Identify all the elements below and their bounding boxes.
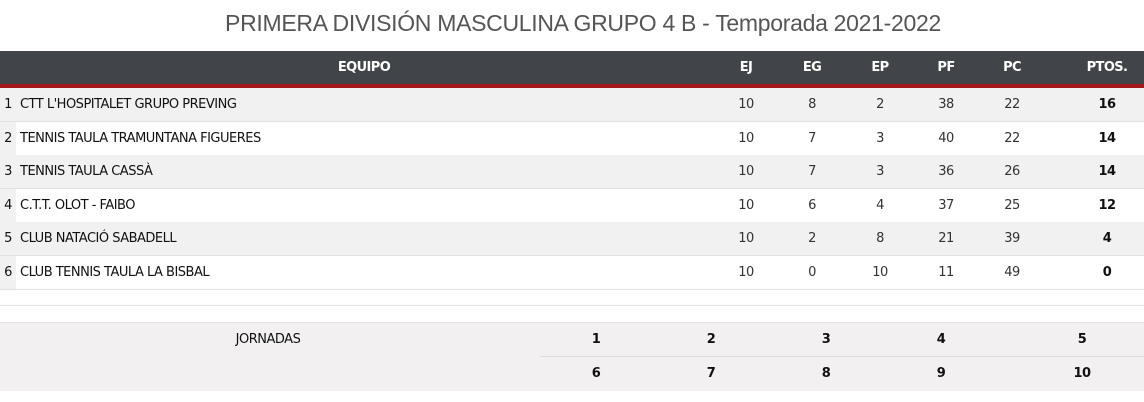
- cell-ep: 4: [876, 197, 884, 213]
- cell-ep: 2: [876, 97, 884, 112]
- team-name[interactable]: CLUB NATACIÓ SABADELL: [20, 231, 177, 247]
- jornadas-label: JORNADAS: [235, 332, 301, 347]
- header-ep: EP: [871, 60, 889, 75]
- team-name[interactable]: CLUB TENNIS TAULA LA BISBAL: [20, 265, 210, 280]
- cell-ej: 10: [738, 164, 754, 180]
- cell-ep: 3: [876, 164, 884, 180]
- cell-ep: 8: [876, 231, 884, 247]
- rank: 4: [0, 188, 16, 222]
- cell-ep: 3: [876, 130, 884, 146]
- table-row: 6 CLUB TENNIS TAULA LA BISBAL 10 0 10 11 49 0: [0, 256, 1144, 290]
- cell-ej: 10: [738, 231, 754, 247]
- cell-eg: 6: [808, 197, 816, 213]
- jornada-link[interactable]: 10: [1073, 366, 1091, 381]
- cell-pf: 11: [938, 265, 954, 280]
- cell-eg: 0: [808, 265, 816, 280]
- jornadas-section: JORNADAS 1 2 3 4 5 6 7 8 9 10: [0, 322, 1144, 391]
- table-row: 2 TENNIS TAULA TRAMUNTANA FIGUERES 10 7 3 40 2…: [0, 121, 1144, 156]
- jornada-link[interactable]: 4: [936, 332, 946, 347]
- table-row: 5 CLUB NATACIÓ SABADELL 10 2 8 21 39 4: [0, 222, 1144, 257]
- rank: 5: [0, 222, 16, 256]
- cell-ej: 10: [738, 130, 754, 146]
- cell-pts: 14: [1098, 130, 1116, 146]
- cell-eg: 2: [808, 231, 816, 247]
- cell-eg: 7: [808, 164, 816, 180]
- header-pf: PF: [937, 60, 955, 75]
- team-name[interactable]: TENNIS TAULA TRAMUNTANA FIGUERES: [20, 130, 261, 146]
- cell-pc: 39: [1004, 231, 1020, 247]
- cell-ej: 10: [738, 97, 754, 112]
- cell-pts: 4: [1102, 231, 1112, 247]
- cell-pf: 40: [938, 130, 954, 146]
- cell-ej: 10: [738, 197, 754, 213]
- rank: 1: [0, 88, 16, 121]
- jornada-link[interactable]: 9: [936, 366, 946, 381]
- team-name[interactable]: TENNIS TAULA CASSÀ: [20, 164, 153, 180]
- jornada-link[interactable]: 2: [706, 332, 716, 347]
- cell-ep: 10: [872, 265, 888, 280]
- header-pts: PTOS.: [1086, 60, 1128, 75]
- cell-pc: 25: [1004, 197, 1020, 213]
- rank: 2: [0, 121, 16, 155]
- divider: [540, 356, 1144, 357]
- cell-pts: 12: [1098, 197, 1116, 213]
- jornada-link[interactable]: 6: [591, 366, 601, 381]
- table-row: 3 TENNIS TAULA CASSÀ 10 7 3 36 26 14: [0, 155, 1144, 190]
- jornada-link[interactable]: 5: [1077, 332, 1087, 347]
- cell-pc: 26: [1004, 164, 1020, 180]
- cell-pf: 37: [938, 197, 954, 213]
- page-title: PRIMERA DIVISIÓN MASCULINA GRUPO 4 B - T…: [225, 10, 941, 36]
- jornada-link[interactable]: 8: [821, 366, 831, 381]
- cell-eg: 8: [808, 97, 816, 112]
- header-pc: PC: [1003, 60, 1021, 75]
- team-name[interactable]: C.T.T. OLOT - FAIBO: [20, 197, 135, 213]
- cell-pf: 36: [938, 164, 954, 180]
- empty-row: [0, 290, 1144, 306]
- cell-pf: 21: [938, 231, 954, 247]
- cell-eg: 7: [808, 130, 816, 146]
- cell-pc: 22: [1004, 130, 1020, 146]
- rank: 6: [0, 256, 16, 289]
- cell-pc: 22: [1004, 97, 1020, 112]
- table-row: 4 C.T.T. OLOT - FAIBO 10 6 4 37 25 12: [0, 188, 1144, 223]
- jornada-link[interactable]: 1: [591, 332, 601, 347]
- header-ej: EJ: [739, 60, 753, 75]
- cell-pts: 16: [1098, 97, 1116, 112]
- cell-pc: 49: [1004, 265, 1020, 280]
- jornada-link[interactable]: 3: [821, 332, 831, 347]
- cell-ej: 10: [738, 265, 754, 280]
- table-row: 1 CTT L'HOSPITALET GRUPO PREVING 10 8 2 38 22 1…: [0, 88, 1144, 122]
- cell-pts: 0: [1102, 265, 1112, 280]
- cell-pf: 38: [938, 97, 954, 112]
- table-header: EQUIPO EJ EG EP PF PC PTOS.: [0, 51, 1144, 88]
- jornada-link[interactable]: 7: [706, 366, 716, 381]
- team-name[interactable]: CTT L'HOSPITALET GRUPO PREVING: [20, 97, 237, 112]
- rank: 3: [0, 155, 16, 189]
- header-eg: EG: [802, 60, 822, 75]
- cell-pts: 14: [1098, 164, 1116, 180]
- header-team: EQUIPO: [337, 60, 391, 75]
